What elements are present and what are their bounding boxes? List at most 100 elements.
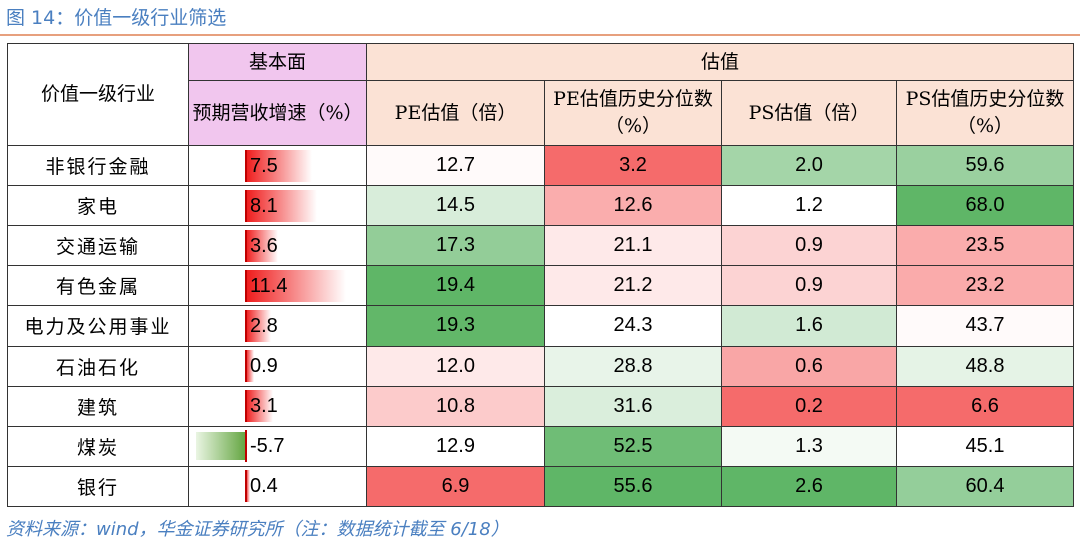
industry-cell: 建筑 bbox=[7, 385, 189, 427]
title-rule bbox=[0, 34, 1080, 36]
pe-percentile-cell: 21.2 bbox=[544, 265, 722, 307]
pe-cell: 6.9 bbox=[366, 465, 545, 508]
ps-cell: 2.0 bbox=[721, 144, 897, 187]
table-row: 家电 8.1 14.5 12.6 1.2 68.0 bbox=[7, 185, 1075, 227]
pe-percentile-cell: 24.3 bbox=[544, 305, 722, 347]
growth-axis bbox=[245, 430, 247, 463]
ps-header: PS估值（倍） bbox=[721, 80, 897, 146]
growth-bar bbox=[246, 149, 312, 182]
ps-cell: 2.6 bbox=[721, 465, 897, 508]
pe-percentile-cell: 12.6 bbox=[544, 185, 722, 227]
growth-value: 0.9 bbox=[250, 355, 278, 378]
ps-cell: 1.2 bbox=[721, 185, 897, 227]
growth-cell: 8.1 bbox=[188, 185, 367, 227]
growth-value: -5.7 bbox=[250, 435, 285, 458]
ps-percentile-cell: 60.4 bbox=[895, 465, 1075, 508]
growth-header: 预期营收增速（%） bbox=[188, 80, 367, 146]
ps-cell: 1.3 bbox=[721, 425, 897, 467]
table-row: 煤炭 -5.7 12.9 52.5 1.3 45.1 bbox=[7, 425, 1075, 467]
ps-cell: 1.6 bbox=[721, 305, 897, 347]
figure-title: 图 14：价值一级行业筛选 bbox=[6, 7, 227, 29]
growth-bar bbox=[246, 189, 318, 222]
growth-value: 0.4 bbox=[250, 475, 278, 498]
industry-cell: 煤炭 bbox=[7, 425, 189, 467]
ps-cell: 0.9 bbox=[721, 265, 897, 307]
ps-percentile-cell: 68.0 bbox=[895, 185, 1075, 227]
industry-cell: 银行 bbox=[7, 465, 189, 508]
pe-cell: 12.9 bbox=[366, 425, 545, 467]
valuation-group-header: 估值 bbox=[365, 43, 1075, 81]
pe-percentile-cell: 3.2 bbox=[544, 144, 722, 187]
ps-cell: 0.9 bbox=[721, 225, 897, 267]
valuation-table: 价值一级行业 基本面 估值 预期营收增速（%） PE估值（倍） PE估值历史分位… bbox=[7, 43, 1075, 508]
pe-cell: 12.7 bbox=[366, 144, 545, 187]
growth-axis bbox=[245, 350, 247, 383]
fundamental-group-header: 基本面 bbox=[188, 43, 367, 81]
ps-percentile-cell: 48.8 bbox=[895, 345, 1075, 387]
pe-percentile-cell: 52.5 bbox=[544, 425, 722, 467]
growth-bar bbox=[246, 309, 271, 342]
growth-cell: 2.8 bbox=[188, 305, 367, 347]
growth-bar bbox=[246, 470, 250, 503]
pe-cell: 12.0 bbox=[366, 345, 545, 387]
growth-axis bbox=[245, 390, 247, 423]
growth-cell: 3.1 bbox=[188, 385, 367, 427]
industry-cell: 非银行金融 bbox=[7, 144, 189, 187]
ps-percentile-cell: 59.6 bbox=[895, 144, 1075, 187]
ps-cell: 0.2 bbox=[721, 385, 897, 427]
pe-percentile-cell: 55.6 bbox=[544, 465, 722, 508]
growth-value: 7.5 bbox=[250, 154, 278, 177]
growth-bar bbox=[246, 269, 346, 302]
growth-value: 3.6 bbox=[250, 234, 278, 257]
pe-percentile-cell: 31.6 bbox=[544, 385, 722, 427]
pe-cell: 10.8 bbox=[366, 385, 545, 427]
ps-percentile-cell: 23.2 bbox=[895, 265, 1075, 307]
growth-bar bbox=[246, 350, 254, 383]
growth-value: 2.8 bbox=[250, 314, 278, 337]
table-row: 银行 0.4 6.9 55.6 2.6 60.4 bbox=[7, 465, 1075, 508]
pe-percentile-cell: 21.1 bbox=[544, 225, 722, 267]
growth-value: 8.1 bbox=[250, 194, 278, 217]
growth-axis bbox=[245, 189, 247, 222]
pe-cell: 19.4 bbox=[366, 265, 545, 307]
pe-header: PE估值（倍） bbox=[366, 80, 545, 146]
table-row: 非银行金融 7.5 12.7 3.2 2.0 59.6 bbox=[7, 144, 1075, 187]
growth-axis bbox=[245, 470, 247, 503]
industry-cell: 家电 bbox=[7, 185, 189, 227]
table-row: 交通运输 3.6 17.3 21.1 0.9 23.5 bbox=[7, 225, 1075, 267]
pe-cell: 17.3 bbox=[366, 225, 545, 267]
ps-cell: 0.6 bbox=[721, 345, 897, 387]
pe-percentile-cell: 28.8 bbox=[544, 345, 722, 387]
table-row: 电力及公用事业 2.8 19.3 24.3 1.6 43.7 bbox=[7, 305, 1075, 347]
growth-bar bbox=[196, 432, 246, 461]
growth-value: 11.4 bbox=[250, 274, 288, 297]
growth-cell: 0.4 bbox=[188, 465, 367, 508]
pe-percentile-header: PE估值历史分位数（%） bbox=[544, 80, 722, 146]
industry-cell: 电力及公用事业 bbox=[7, 305, 189, 347]
growth-bar bbox=[246, 229, 278, 262]
ps-percentile-header: PS估值历史分位数（%） bbox=[895, 80, 1075, 146]
growth-axis bbox=[245, 149, 247, 182]
growth-cell: 0.9 bbox=[188, 345, 367, 387]
growth-axis bbox=[245, 309, 247, 342]
growth-cell: 11.4 bbox=[188, 265, 367, 307]
growth-value: 3.1 bbox=[250, 395, 278, 418]
ps-percentile-cell: 45.1 bbox=[895, 425, 1075, 467]
industry-cell: 石油石化 bbox=[7, 345, 189, 387]
industry-header: 价值一级行业 bbox=[7, 43, 189, 146]
ps-percentile-cell: 23.5 bbox=[895, 225, 1075, 267]
table-row: 建筑 3.1 10.8 31.6 0.2 6.6 bbox=[7, 385, 1075, 427]
growth-cell: 3.6 bbox=[188, 225, 367, 267]
pe-cell: 19.3 bbox=[366, 305, 545, 347]
growth-bar bbox=[246, 390, 274, 423]
table-row: 有色金属 11.4 19.4 21.2 0.9 23.2 bbox=[7, 265, 1075, 307]
growth-axis bbox=[245, 229, 247, 262]
industry-cell: 交通运输 bbox=[7, 225, 189, 267]
growth-cell: 7.5 bbox=[188, 144, 367, 187]
growth-cell: -5.7 bbox=[188, 425, 367, 467]
industry-cell: 有色金属 bbox=[7, 265, 189, 307]
pe-cell: 14.5 bbox=[366, 185, 545, 227]
growth-axis bbox=[245, 269, 247, 302]
ps-percentile-cell: 43.7 bbox=[895, 305, 1075, 347]
ps-percentile-cell: 6.6 bbox=[895, 385, 1075, 427]
